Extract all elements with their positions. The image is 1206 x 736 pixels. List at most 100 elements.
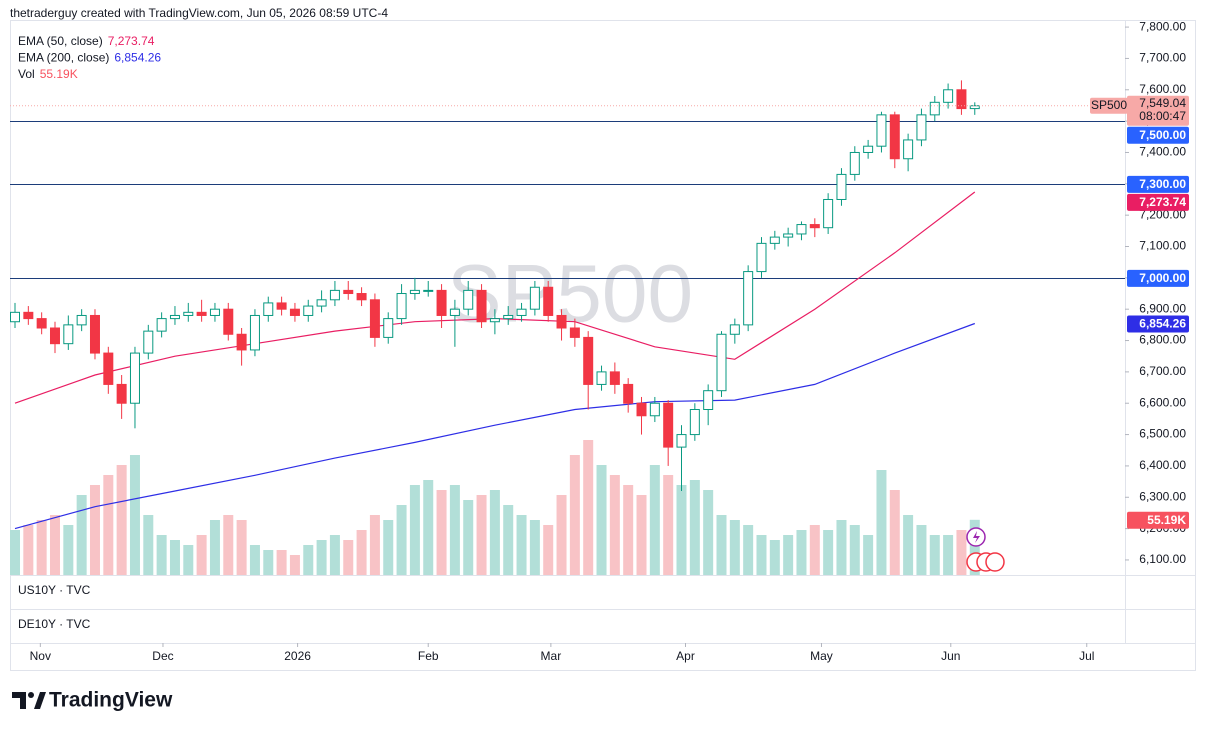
legend-name: EMA (200, close) bbox=[18, 51, 109, 65]
x-tick-label: May bbox=[810, 649, 833, 663]
candle-body bbox=[769, 236, 780, 244]
candle-body bbox=[823, 198, 834, 229]
logo-mark bbox=[28, 692, 34, 698]
volume-bar bbox=[796, 530, 807, 575]
candle-body bbox=[889, 114, 900, 160]
economic-event[interactable] bbox=[985, 552, 1005, 572]
volume-bar bbox=[183, 545, 194, 575]
candle-body bbox=[63, 324, 74, 345]
y-tick-label: 7,600.00 bbox=[1139, 82, 1186, 96]
volume-bar bbox=[689, 480, 700, 575]
volume-bar bbox=[156, 535, 167, 575]
x-tick-label: Feb bbox=[418, 649, 439, 663]
volume-bar bbox=[823, 530, 834, 575]
header: thetraderguy created with TradingView.co… bbox=[10, 6, 388, 20]
x-tick-label: Jul bbox=[1079, 649, 1094, 663]
candle-body bbox=[169, 314, 180, 320]
candle-body bbox=[943, 89, 954, 103]
candle-body bbox=[183, 311, 194, 316]
legend-name: EMA (50, close) bbox=[18, 34, 103, 48]
candle-body bbox=[289, 308, 300, 316]
volume-bar bbox=[23, 525, 34, 575]
volume-bar bbox=[649, 465, 660, 575]
x-tick-label: Mar bbox=[541, 649, 562, 663]
volume-bar bbox=[743, 525, 754, 575]
symbol-tag: SP500 bbox=[1091, 98, 1127, 112]
y-tick-label: 7,100.00 bbox=[1139, 239, 1186, 253]
event-icon-glyph bbox=[973, 531, 980, 543]
price-label-bg bbox=[1127, 95, 1189, 126]
volume-bar bbox=[876, 470, 887, 575]
volume-bar bbox=[863, 535, 874, 575]
candle-body bbox=[156, 318, 167, 332]
candle-body bbox=[49, 327, 60, 345]
x-tick-label: Dec bbox=[152, 649, 173, 663]
candle-body bbox=[396, 293, 407, 320]
volume-bar bbox=[316, 540, 327, 575]
candle-body bbox=[676, 434, 687, 448]
volume-bar bbox=[196, 535, 207, 575]
x-tick-label: 2026 bbox=[284, 649, 311, 663]
volume-bar bbox=[529, 520, 540, 575]
candle-body bbox=[449, 308, 460, 316]
axis-label-bg bbox=[1127, 193, 1189, 211]
volume-bar bbox=[583, 440, 594, 575]
volume-bar bbox=[809, 525, 820, 575]
axis-label-bg bbox=[1127, 315, 1189, 333]
volume-bar bbox=[209, 520, 220, 575]
volume-bar bbox=[263, 550, 274, 575]
candle-body bbox=[236, 333, 247, 351]
volume-bar bbox=[63, 525, 74, 575]
y-tick-label: 6,600.00 bbox=[1139, 395, 1186, 409]
volume-bar bbox=[769, 540, 780, 575]
candle-body bbox=[143, 330, 154, 354]
volume-bar bbox=[236, 520, 247, 575]
volume-bar bbox=[543, 525, 554, 575]
ema-line bbox=[14, 322, 976, 530]
volume-bar bbox=[223, 515, 234, 575]
axis-label: 6,854.26 bbox=[1139, 317, 1186, 331]
y-tick-label: 6,400.00 bbox=[1139, 458, 1186, 472]
candle-body bbox=[369, 299, 380, 338]
candle-body bbox=[703, 390, 714, 410]
candle-body bbox=[849, 151, 860, 175]
candle-body bbox=[129, 352, 140, 404]
candle-body bbox=[609, 371, 620, 385]
volume-bar bbox=[249, 545, 260, 575]
candle-body bbox=[636, 402, 647, 417]
candle-body bbox=[556, 314, 567, 329]
volume-bar bbox=[396, 505, 407, 575]
volume-bar bbox=[436, 490, 447, 575]
axis-label-bg bbox=[1127, 511, 1189, 529]
candle-body bbox=[209, 308, 220, 316]
volume-bar bbox=[10, 530, 20, 575]
candle-body bbox=[916, 114, 927, 141]
volume-bar bbox=[383, 520, 394, 575]
candle-body bbox=[729, 324, 740, 335]
volume-bar bbox=[143, 515, 154, 575]
axis-label: 7,300.00 bbox=[1139, 177, 1186, 191]
candle-body bbox=[969, 105, 980, 110]
candle-body bbox=[329, 289, 340, 301]
volume-bar bbox=[356, 530, 367, 575]
volume-bar bbox=[609, 475, 620, 575]
volume-bar bbox=[556, 495, 567, 575]
volume-bar bbox=[516, 515, 527, 575]
volume-bar bbox=[956, 530, 967, 575]
volume-bar bbox=[569, 455, 580, 575]
volume-bar bbox=[703, 490, 714, 575]
legend-value: 7,273.74 bbox=[108, 34, 155, 48]
volume-bar bbox=[169, 540, 180, 575]
watermark: SP500 bbox=[447, 249, 693, 340]
volume-bar bbox=[596, 465, 607, 575]
candle-body bbox=[76, 314, 87, 326]
volume-bar bbox=[623, 485, 634, 575]
logo-text: TradingView bbox=[49, 689, 173, 712]
candle-body bbox=[316, 299, 327, 307]
axis-label: 7,273.74 bbox=[1139, 195, 1186, 209]
volume-bar bbox=[636, 495, 647, 575]
candle-body bbox=[903, 139, 914, 160]
